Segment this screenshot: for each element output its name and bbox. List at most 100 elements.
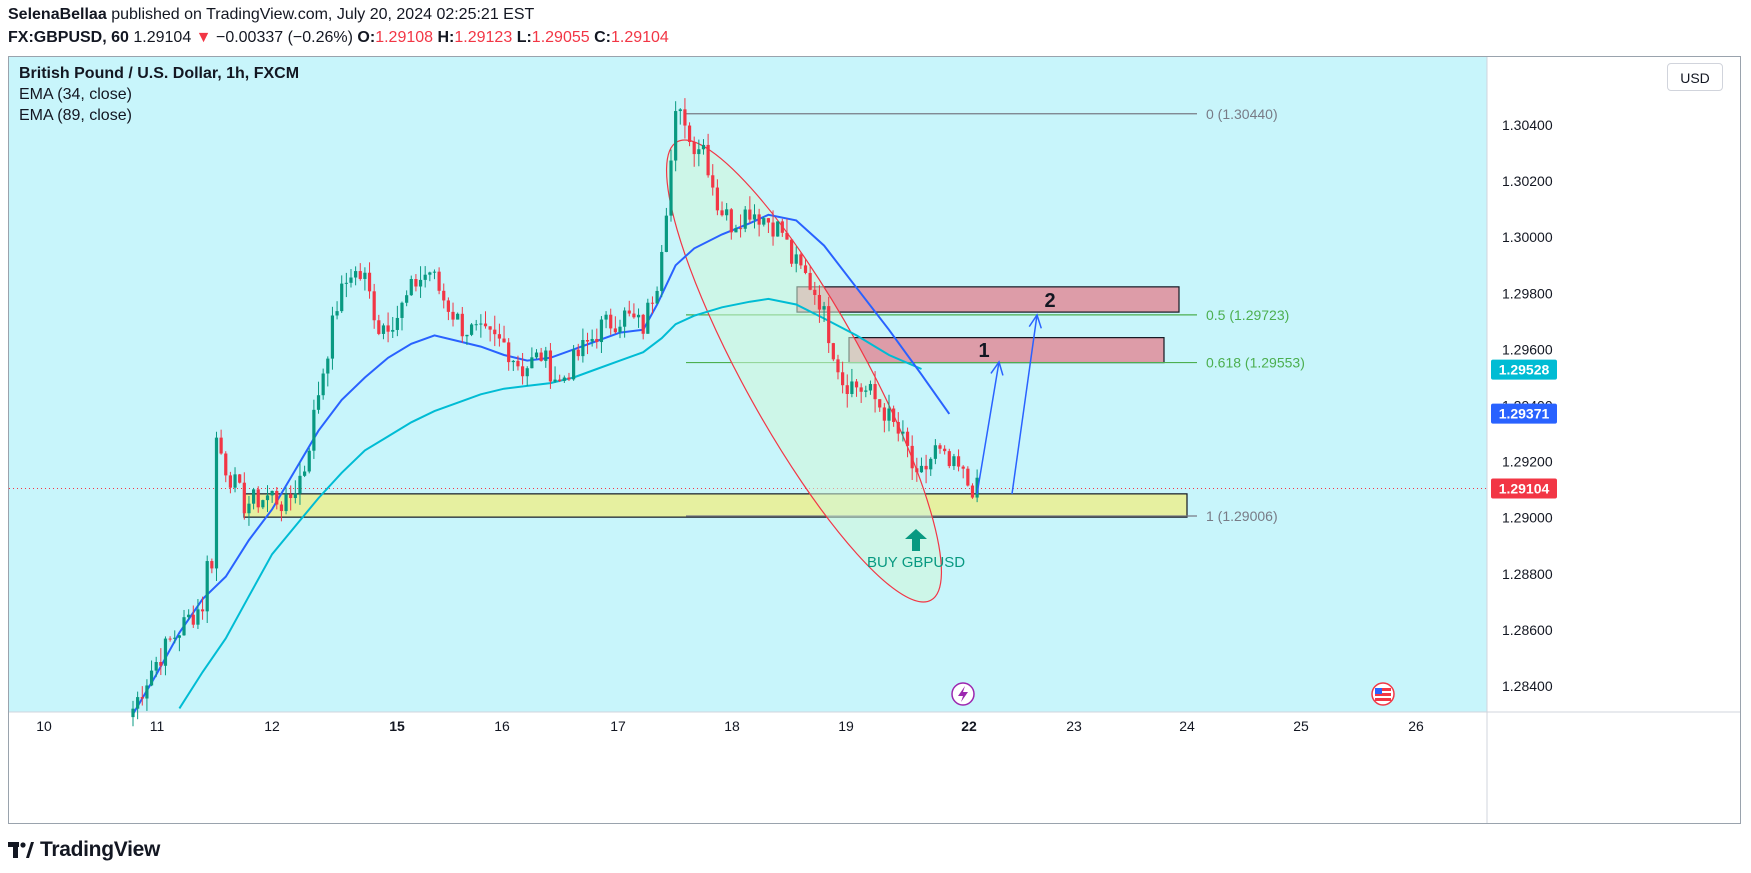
high-value: 1.29123 [454, 29, 513, 46]
candle-body [270, 490, 274, 496]
candle-body [776, 221, 780, 237]
candle-body [340, 283, 344, 312]
candle-body [330, 315, 335, 359]
projection-arrow-2[interactable] [1011, 314, 1038, 495]
candle-body [697, 149, 701, 155]
candle-body [303, 471, 307, 476]
candle-body [655, 290, 659, 304]
candle-body [293, 493, 297, 499]
candle-body [316, 395, 321, 410]
close-label: C: [594, 29, 611, 46]
open-label: O: [357, 29, 376, 46]
candle-body [905, 431, 910, 446]
buy-annotation: BUY GBPUSD [867, 554, 965, 571]
candle-body [678, 109, 682, 112]
candle-body [887, 408, 891, 421]
candle-body [836, 359, 840, 373]
candle-body [748, 209, 752, 220]
fib-level-label: 0.5 (1.29723) [1206, 307, 1289, 323]
price-tag-label: 1.29371 [1499, 406, 1550, 422]
projection-arrow-1[interactable] [976, 361, 1000, 495]
candle-body [131, 708, 135, 718]
candle-body [961, 466, 965, 469]
support-zone[interactable] [243, 493, 1188, 518]
target-zone-2[interactable] [796, 286, 1180, 313]
candle-body [808, 272, 812, 290]
candle-body [446, 300, 450, 312]
candle-body [395, 317, 399, 330]
currency-button[interactable]: USD [1667, 63, 1723, 91]
ema-89-line[interactable] [178, 297, 922, 709]
candle-body [367, 272, 372, 292]
price-tag [1491, 403, 1557, 424]
x-tick-label: 23 [1066, 718, 1082, 734]
candle-body [145, 685, 149, 699]
candle-body [966, 468, 970, 486]
us-flag-stripe [1375, 693, 1391, 696]
ema-34-line[interactable] [132, 213, 951, 715]
candle-body [771, 222, 775, 237]
candle-body [799, 254, 803, 266]
candle-body [896, 421, 900, 434]
candle-body [173, 637, 177, 639]
symbol-info: FX:GBPUSD, 60 1.29104 ▼ −0.00337 (−0.26%… [8, 29, 669, 47]
candle-body [975, 477, 979, 498]
y-tick-label: 1.30200 [1502, 173, 1553, 189]
candle-body [669, 160, 673, 216]
candle-body [841, 372, 845, 386]
publish-info: SelenaBellaa published on TradingView.co… [8, 6, 534, 24]
candle-body [437, 271, 441, 291]
y-tick-label: 1.29200 [1502, 454, 1553, 470]
candle-body [650, 302, 655, 304]
x-tick-label: 17 [610, 718, 626, 734]
candle-body [924, 465, 928, 470]
price-chart[interactable]: 1.284001.286001.288001.290001.292001.294… [9, 57, 1741, 824]
candle-body [868, 384, 873, 391]
candle-body [766, 218, 771, 223]
candle-body [660, 251, 664, 291]
candle-body [581, 340, 585, 357]
chart-panel[interactable]: 1.284001.286001.288001.290001.292001.294… [8, 56, 1741, 824]
candle-body [400, 302, 404, 318]
candle-body [715, 187, 719, 211]
candle-body [507, 342, 511, 363]
candle-body [219, 437, 223, 454]
y-tick-label: 1.28600 [1502, 622, 1553, 638]
candle-body [493, 329, 497, 335]
open-value: 1.29108 [375, 29, 434, 46]
x-tick-label: 25 [1293, 718, 1309, 734]
candle-body [279, 504, 284, 512]
candle-body [892, 408, 896, 422]
candle-body [289, 494, 293, 499]
candle-body [956, 456, 961, 467]
us-flag-stripe [1375, 688, 1391, 691]
candle-body [859, 387, 863, 392]
candle-body [228, 475, 232, 488]
author-name[interactable]: SelenaBellaa [8, 6, 107, 23]
candle-body [711, 175, 715, 188]
price-tag [1491, 359, 1557, 380]
target-zone-1[interactable] [848, 337, 1165, 364]
candle-body [307, 450, 311, 472]
candle-body [585, 340, 590, 342]
candle-body [729, 209, 733, 233]
candle-body [548, 350, 553, 382]
y-tick-label: 1.30400 [1502, 117, 1553, 133]
price-tag [1491, 478, 1557, 499]
candle-body [469, 324, 474, 335]
candle-body [789, 239, 794, 264]
y-tick-label: 1.28800 [1502, 566, 1553, 582]
candle-body [929, 458, 933, 470]
candle-body [275, 490, 279, 505]
candle-body [725, 209, 729, 216]
candle-body [558, 379, 562, 381]
candle-body [831, 343, 835, 360]
candle-body [553, 379, 557, 382]
candle-body [321, 373, 325, 396]
candle-body [177, 635, 181, 638]
ema-89-legend[interactable]: EMA (89, close) [19, 107, 132, 124]
tradingview-logo[interactable]: TradingView [8, 836, 160, 864]
candle-body [432, 271, 437, 273]
ema-34-legend[interactable]: EMA (34, close) [19, 86, 132, 103]
candle-body [460, 313, 464, 337]
